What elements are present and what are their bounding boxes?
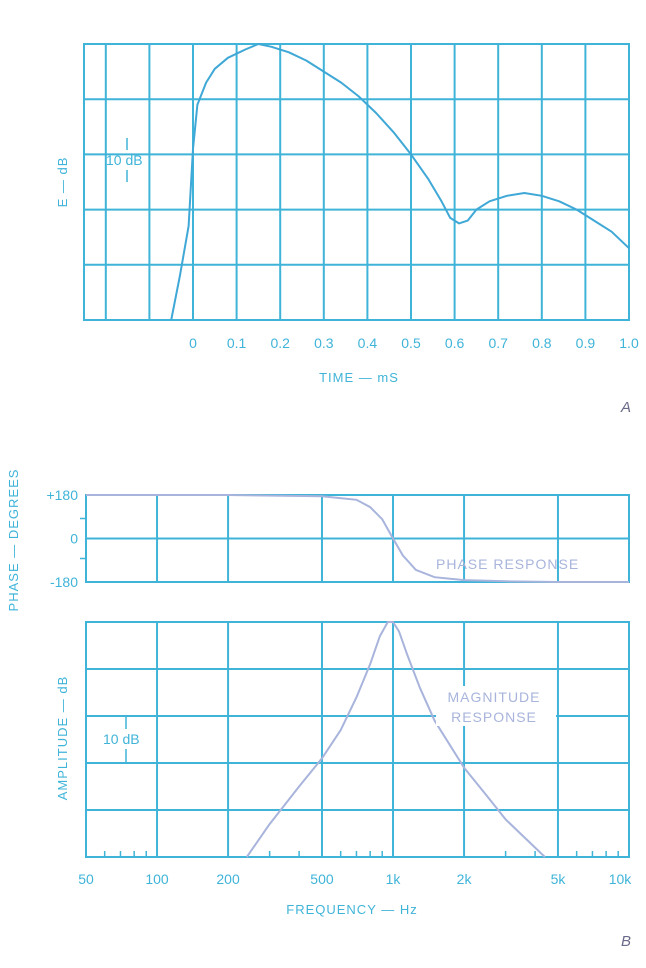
- panel-a-x-tick-labels: 0 0.1 0.2 0.3 0.4 0.5 0.6 0.7 0.8 0.9 1.0: [189, 335, 639, 351]
- magnitude-frame: [85, 621, 630, 858]
- phase-grid: [80, 494, 630, 583]
- scale-marker-label: 10 dB: [103, 731, 140, 747]
- x-tick-label: 0.4: [358, 335, 378, 351]
- x-tick-label: 0.5: [401, 335, 421, 351]
- frequency-tick-label: 10k: [609, 871, 633, 887]
- x-tick-label: 0.2: [270, 335, 290, 351]
- magnitude-response-label: MAGNITUDE RESPONSE: [436, 686, 556, 726]
- frequency-tick-label: 500: [310, 871, 334, 887]
- phase-response-label: PHASE RESPONSE: [436, 556, 579, 572]
- phase-y-axis-label: PHASE — DEGREES: [6, 469, 21, 612]
- phase-y-tick-labels: +180 0 -180: [46, 487, 78, 590]
- energy-time-curve: [170, 43, 630, 321]
- phase-response-curve: [86, 494, 629, 583]
- x-tick-label: 1.0: [619, 335, 639, 351]
- x-tick-label: 0.9: [576, 335, 596, 351]
- magnitude-label-line-1: MAGNITUDE: [448, 689, 541, 705]
- panel-b-scale-marker: 10 dB: [103, 717, 140, 762]
- magnitude-label-line-2: RESPONSE: [451, 709, 537, 725]
- panel-a-y-axis-label: E — dB: [55, 157, 70, 208]
- x-tick-label: 0: [189, 335, 197, 351]
- magnitude-response-curve: [245, 621, 546, 858]
- magnitude-grid: [85, 621, 630, 858]
- frequency-tick-label: 1k: [386, 871, 402, 887]
- x-tick-label: 0.3: [314, 335, 334, 351]
- x-tick-label: 0.7: [488, 335, 508, 351]
- frequency-tick-label: 50: [78, 871, 94, 887]
- amplitude-y-axis-label: AMPLITUDE — dB: [55, 676, 70, 801]
- x-tick-label: 0.1: [227, 335, 247, 351]
- x-tick-label: 0.6: [445, 335, 465, 351]
- panel-b: +180 0 -180 50 100 200 500 1k 2k 5k 10k PHASE RES…: [6, 469, 632, 950]
- phase-tick-label: 0: [70, 531, 78, 547]
- panel-a-grid: [83, 43, 630, 321]
- frequency-tick-labels: 50 100 200 500 1k 2k 5k 10k: [78, 871, 632, 887]
- panel-a-scale-marker: 10 dB: [106, 138, 143, 182]
- label-background: [436, 686, 556, 726]
- panel-a-frame: [83, 43, 630, 321]
- frequency-tick-label: 2k: [457, 871, 473, 887]
- x-tick-label: 0.8: [532, 335, 552, 351]
- panel-a-x-axis-label: TIME — mS: [319, 370, 399, 385]
- scale-marker-label: 10 dB: [106, 152, 143, 168]
- panel-a: 0 0.1 0.2 0.3 0.4 0.5 0.6 0.7 0.8 0.9 1.0 10 dB E …: [55, 43, 639, 416]
- phase-tick-label: -180: [50, 574, 78, 590]
- panel-a-letter: A: [620, 399, 631, 416]
- panel-b-letter: B: [621, 933, 631, 950]
- frequency-tick-label: 100: [145, 871, 169, 887]
- frequency-axis-label: FREQUENCY — Hz: [286, 902, 418, 917]
- frequency-tick-label: 5k: [551, 871, 567, 887]
- phase-tick-label: +180: [46, 487, 78, 503]
- frequency-tick-label: 200: [216, 871, 240, 887]
